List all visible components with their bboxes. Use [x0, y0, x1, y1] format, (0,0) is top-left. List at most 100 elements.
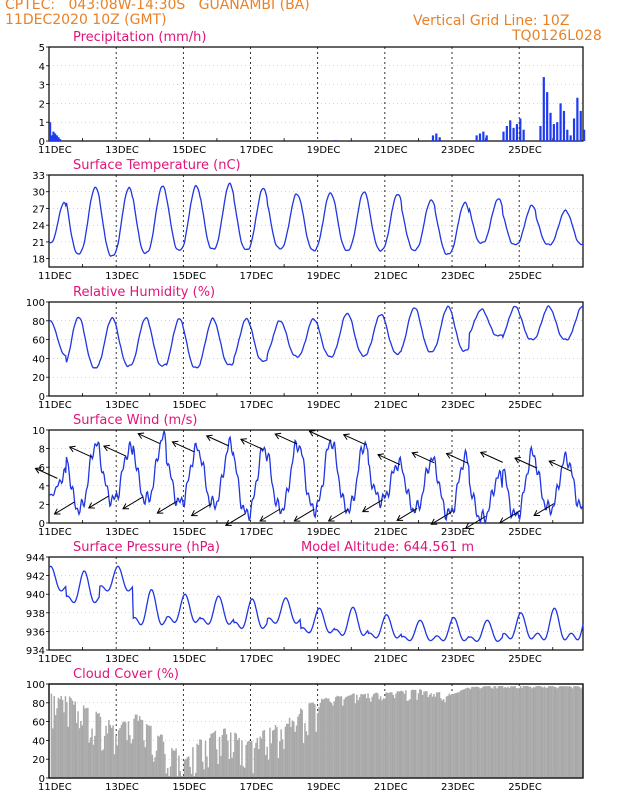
x-tick-label: 23DEC: [441, 400, 475, 411]
y-tick-label: 80: [32, 699, 45, 710]
cloud-bar: [385, 692, 387, 778]
x-tick-label: 17DEC: [240, 782, 274, 793]
x-tick-label: 19DEC: [307, 654, 341, 665]
cloud-bar: [159, 734, 162, 778]
cloud-bar: [168, 775, 170, 778]
wind-arrowhead: [68, 445, 76, 453]
cloud-bar: [536, 685, 539, 778]
cloud-bar: [59, 699, 61, 778]
cloud-bar: [351, 693, 354, 778]
cloud-bar: [127, 721, 130, 778]
wind-arrowhead: [361, 506, 369, 513]
cloud-bar: [312, 703, 315, 778]
cloud-bar: [304, 723, 306, 778]
cloud-bar: [225, 734, 228, 778]
cloud-bar: [568, 686, 571, 778]
cloud-bar: [99, 716, 102, 778]
cloud-bar: [483, 686, 486, 778]
cloud-bar: [290, 726, 292, 778]
cloud-bar: [381, 700, 383, 778]
cloud-bar: [311, 702, 313, 778]
cloud-bar: [512, 686, 515, 778]
x-tick-label: 17DEC: [240, 145, 274, 156]
y-tick-label: 10: [32, 426, 45, 437]
x-tick-label: 13DEC: [105, 400, 139, 411]
cloud-bar: [270, 743, 273, 778]
cloud-bar: [465, 688, 467, 778]
cloud-bar: [374, 693, 376, 778]
wind-arrowhead: [171, 440, 179, 448]
cloud-bar: [78, 728, 81, 778]
cloud-bar: [364, 693, 366, 778]
cloud-bar: [224, 728, 226, 778]
cloud-bar: [501, 686, 504, 778]
wind-arrowhead: [156, 507, 164, 514]
cloud-bar: [148, 725, 151, 778]
y-tick-label: 4: [39, 62, 45, 73]
cloud-bar: [477, 687, 480, 778]
cloud-bar: [466, 687, 469, 778]
cloud-bar: [476, 686, 479, 778]
wind-arrowhead: [514, 456, 521, 464]
cloud-bar: [75, 722, 78, 778]
cloud-bar: [258, 749, 260, 778]
cloud-bar: [133, 718, 135, 778]
cloud-bar: [131, 739, 134, 778]
wind-vector: [191, 503, 212, 517]
precip-bar: [566, 129, 569, 141]
cloud-bar: [577, 686, 579, 778]
cloud-bar: [106, 733, 109, 778]
cloud-bar: [318, 707, 320, 778]
cloud-bar: [231, 757, 233, 778]
wind-arrowhead: [327, 515, 335, 522]
cloud-bar: [239, 765, 242, 778]
x-tick-label: 19DEC: [307, 400, 341, 411]
y-tick-label: 21: [32, 238, 45, 249]
cloud-bar: [524, 686, 526, 778]
cloud-bar: [196, 743, 198, 778]
precip-bar: [562, 110, 566, 141]
cloud-bar: [459, 690, 462, 778]
wind-arrowhead: [190, 510, 198, 517]
cloud-bar: [514, 686, 516, 778]
panel-frame: [48, 301, 584, 397]
cloud-bar: [238, 737, 240, 778]
cloud-bar: [171, 748, 173, 778]
cloud-bar: [232, 752, 235, 778]
precip-bar: [509, 120, 512, 141]
precip-bar: [482, 131, 485, 141]
cloud-bar: [64, 696, 67, 778]
cloud-bar: [276, 727, 278, 778]
cloud-bar: [372, 694, 375, 778]
wind-arrowhead: [103, 444, 110, 452]
x-tick-label: 17DEC: [240, 654, 274, 665]
cloud-bar: [494, 686, 497, 778]
cloud-bar: [151, 754, 154, 778]
cloud-bar: [273, 729, 275, 778]
wind-vector: [362, 499, 384, 513]
cloud-bar: [77, 711, 79, 778]
cloud-bar: [321, 698, 323, 778]
cloud-bar: [322, 699, 324, 778]
cloud-bar: [235, 733, 238, 778]
precip-bar: [54, 133, 57, 141]
wind-vector: [480, 451, 503, 463]
cloud-bar: [281, 739, 284, 778]
cloud-bar: [371, 696, 373, 778]
cloud-bar: [252, 773, 254, 778]
wind-vector: [446, 453, 469, 464]
cloud-bar: [308, 703, 310, 778]
cloud-bar: [283, 749, 285, 778]
cloud-bar: [166, 767, 169, 778]
cloud-bar: [279, 741, 281, 778]
cloud-bar: [108, 720, 110, 778]
cloud-bar: [101, 750, 103, 778]
panel-cloud: 0 20 40 60 80 100 11DEC 13DEC 15DEC 17DEC 19DEC 21D…: [26, 667, 584, 793]
panel-frame: [48, 46, 584, 142]
cloud-bar: [52, 728, 54, 778]
wind-arrowhead: [259, 515, 267, 522]
wind-vector: [88, 495, 110, 509]
cloud-bar: [403, 693, 406, 778]
x-tick-label: 13DEC: [105, 145, 139, 156]
